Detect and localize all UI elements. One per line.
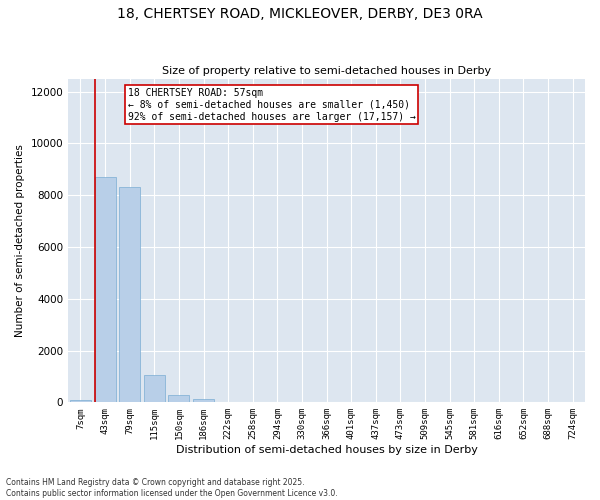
- Text: 18, CHERTSEY ROAD, MICKLEOVER, DERBY, DE3 0RA: 18, CHERTSEY ROAD, MICKLEOVER, DERBY, DE…: [117, 8, 483, 22]
- Bar: [95, 177, 116, 402]
- Bar: [144, 375, 165, 402]
- Text: 18 CHERTSEY ROAD: 57sqm
← 8% of semi-detached houses are smaller (1,450)
92% of : 18 CHERTSEY ROAD: 57sqm ← 8% of semi-det…: [128, 88, 415, 122]
- Text: Contains HM Land Registry data © Crown copyright and database right 2025.
Contai: Contains HM Land Registry data © Crown c…: [6, 478, 338, 498]
- X-axis label: Distribution of semi-detached houses by size in Derby: Distribution of semi-detached houses by …: [176, 445, 478, 455]
- Y-axis label: Number of semi-detached properties: Number of semi-detached properties: [15, 144, 25, 337]
- Bar: [193, 399, 214, 402]
- Bar: [70, 400, 91, 402]
- Title: Size of property relative to semi-detached houses in Derby: Size of property relative to semi-detach…: [162, 66, 491, 76]
- Bar: [119, 188, 140, 402]
- Bar: [169, 394, 190, 402]
